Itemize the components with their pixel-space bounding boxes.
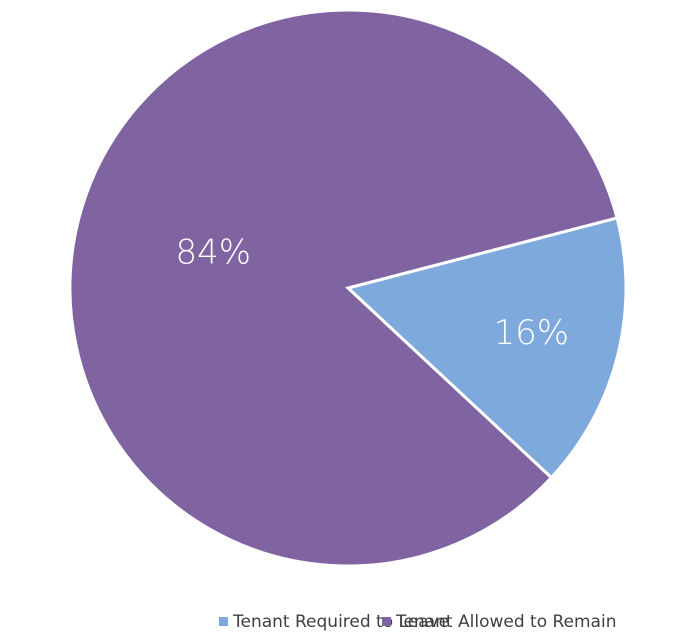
legend-label: Tenant Required to Leave xyxy=(232,612,449,632)
legend-swatch xyxy=(219,617,228,626)
pie-slice xyxy=(344,216,628,480)
pie-slice xyxy=(68,8,619,568)
legend-label: Tenant Allowed to Remain xyxy=(395,612,616,632)
legend-swatch xyxy=(382,617,391,626)
data-label: 84% xyxy=(175,232,251,272)
data-label: 16% xyxy=(493,313,569,353)
